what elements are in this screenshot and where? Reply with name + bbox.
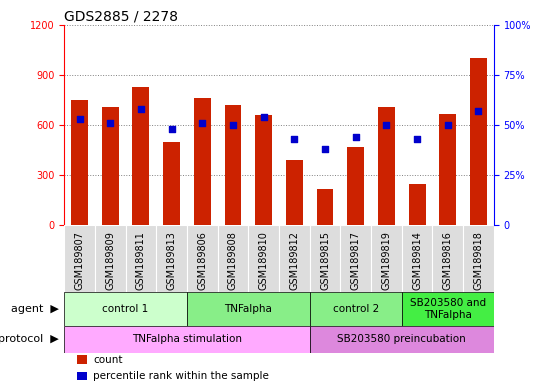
Text: agent  ▶: agent ▶: [11, 304, 59, 314]
Point: [290, 136, 299, 142]
FancyBboxPatch shape: [64, 225, 95, 292]
Bar: [77, 356, 86, 364]
Point: [443, 122, 452, 128]
Text: GSM189810: GSM189810: [259, 231, 268, 290]
Bar: [470, 58, 487, 225]
Text: TNFalpha stimulation: TNFalpha stimulation: [132, 334, 242, 344]
Text: GSM189811: GSM189811: [136, 231, 146, 290]
Point: [382, 122, 391, 128]
FancyBboxPatch shape: [187, 292, 310, 326]
Point: [352, 134, 360, 140]
Text: TNFalpha: TNFalpha: [224, 304, 272, 314]
Point: [412, 136, 422, 142]
Point: [106, 120, 115, 126]
FancyBboxPatch shape: [279, 225, 310, 292]
Text: GSM189808: GSM189808: [228, 231, 238, 290]
Bar: [132, 87, 150, 225]
Point: [198, 120, 206, 126]
Bar: [439, 114, 456, 225]
FancyBboxPatch shape: [310, 326, 494, 353]
FancyBboxPatch shape: [248, 225, 279, 292]
Bar: [224, 105, 242, 225]
FancyBboxPatch shape: [371, 225, 402, 292]
FancyBboxPatch shape: [126, 225, 156, 292]
Text: protocol  ▶: protocol ▶: [0, 334, 59, 344]
Point: [229, 122, 238, 128]
Text: GSM189818: GSM189818: [474, 231, 483, 290]
Bar: [255, 115, 272, 225]
Text: percentile rank within the sample: percentile rank within the sample: [93, 371, 270, 381]
FancyBboxPatch shape: [402, 225, 432, 292]
Text: GSM189806: GSM189806: [198, 231, 207, 290]
Bar: [102, 107, 119, 225]
Text: GSM189813: GSM189813: [167, 231, 176, 290]
Text: GSM189809: GSM189809: [105, 231, 115, 290]
FancyBboxPatch shape: [310, 225, 340, 292]
Bar: [163, 142, 180, 225]
Text: SB203580 and
TNFalpha: SB203580 and TNFalpha: [410, 298, 486, 320]
FancyBboxPatch shape: [310, 292, 402, 326]
Text: GSM189815: GSM189815: [320, 231, 330, 290]
Point: [167, 126, 176, 132]
Text: GSM189814: GSM189814: [412, 231, 422, 290]
Text: GSM189819: GSM189819: [382, 231, 391, 290]
Point: [75, 116, 84, 122]
Point: [259, 114, 268, 120]
FancyBboxPatch shape: [95, 225, 126, 292]
FancyBboxPatch shape: [218, 225, 248, 292]
FancyBboxPatch shape: [340, 225, 371, 292]
Text: GDS2885 / 2278: GDS2885 / 2278: [64, 10, 178, 24]
Text: count: count: [93, 354, 123, 364]
Text: GSM189816: GSM189816: [443, 231, 453, 290]
FancyBboxPatch shape: [187, 225, 218, 292]
Text: SB203580 preincubation: SB203580 preincubation: [338, 334, 466, 344]
FancyBboxPatch shape: [156, 225, 187, 292]
Bar: [316, 189, 334, 225]
FancyBboxPatch shape: [64, 326, 310, 353]
FancyBboxPatch shape: [432, 225, 463, 292]
Bar: [194, 98, 211, 225]
Point: [320, 146, 329, 152]
FancyBboxPatch shape: [463, 225, 494, 292]
Text: control 1: control 1: [103, 304, 148, 314]
Text: GSM189812: GSM189812: [290, 231, 299, 290]
Bar: [408, 184, 426, 225]
Bar: [347, 147, 364, 225]
Bar: [378, 107, 395, 225]
Text: GSM189817: GSM189817: [351, 231, 360, 290]
Point: [474, 108, 483, 114]
Point: [136, 106, 145, 112]
Text: control 2: control 2: [333, 304, 379, 314]
Bar: [286, 160, 303, 225]
Bar: [71, 100, 88, 225]
Bar: [77, 372, 86, 380]
Text: GSM189807: GSM189807: [75, 231, 84, 290]
FancyBboxPatch shape: [64, 292, 187, 326]
FancyBboxPatch shape: [402, 292, 494, 326]
